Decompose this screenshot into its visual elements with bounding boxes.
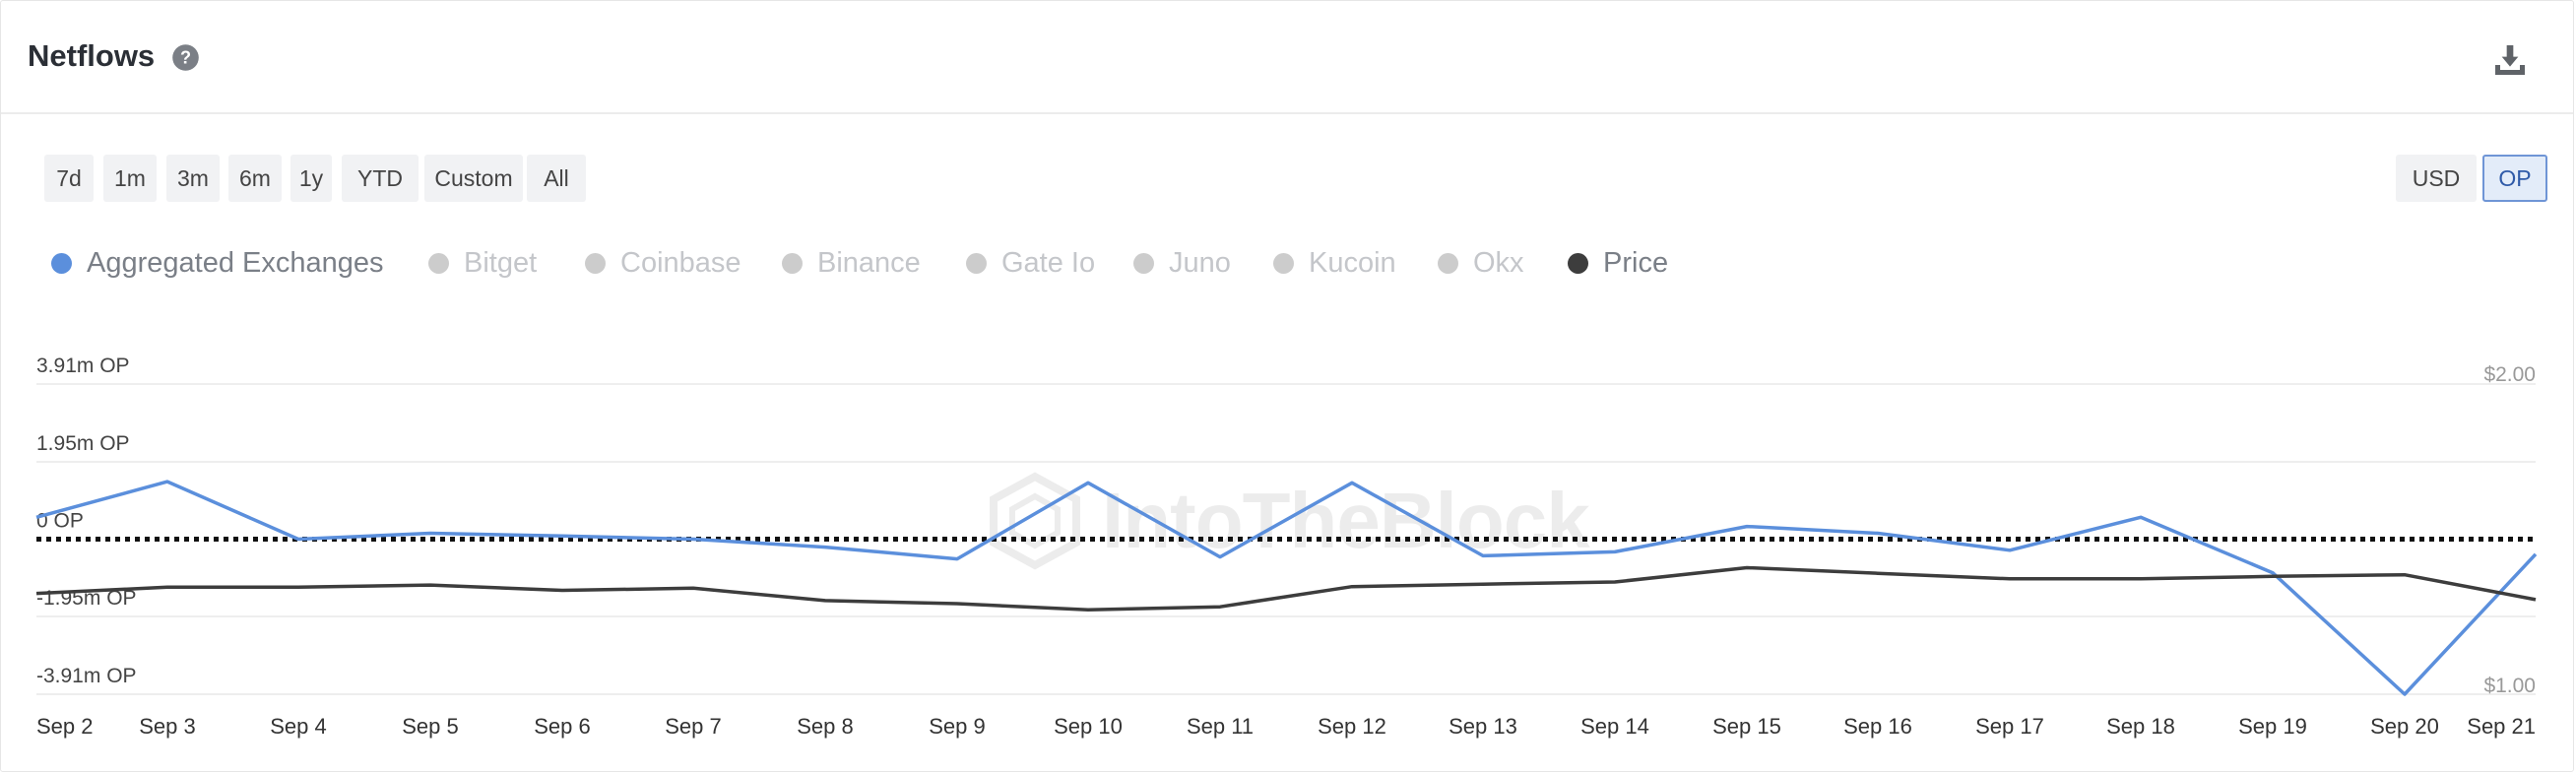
x-tick-label: Sep 5 [402, 714, 459, 739]
x-tick-label: Sep 16 [1843, 714, 1912, 739]
download-icon[interactable] [2490, 40, 2530, 80]
series-line-aggregated-exchanges [35, 480, 2538, 696]
x-tick-label: Sep 10 [1054, 714, 1123, 739]
legend-dot-icon [428, 252, 449, 274]
x-tick-label: Sep 9 [929, 714, 986, 739]
x-tick-label: Sep 8 [797, 714, 854, 739]
legend-label: Bitget [464, 246, 538, 279]
legend-dot-icon [1568, 252, 1588, 274]
legend-item-juno[interactable]: Juno [1133, 245, 1231, 281]
range-button-ytd[interactable]: YTD [342, 155, 419, 202]
svg-text:?: ? [180, 48, 191, 68]
legend-label: Kucoin [1309, 246, 1396, 279]
legend-dot-icon [51, 252, 72, 274]
series-line-price [35, 565, 2537, 613]
watermark-text: IntoTheBlock [1102, 477, 1590, 564]
legend-item-coinbase[interactable]: Coinbase [585, 245, 741, 281]
legend-dot-icon [1438, 252, 1458, 274]
x-tick-label: Sep 11 [1187, 714, 1254, 739]
op-button[interactable]: OP [2482, 155, 2547, 202]
y-tick-label: -3.91m OP [36, 665, 137, 687]
x-tick-label: Sep 19 [2238, 714, 2307, 739]
legend-label: Binance [817, 246, 921, 279]
legend-dot-icon [966, 252, 987, 274]
legend-label: Price [1603, 246, 1669, 279]
legend-item-kucoin[interactable]: Kucoin [1273, 245, 1396, 281]
card-header: Netflows ? [1, 1, 2573, 114]
range-button-1y[interactable]: 1y [290, 155, 332, 202]
x-tick-label: Sep 20 [2370, 714, 2439, 739]
chart-title: Netflows [28, 38, 156, 73]
y-right-tick-label: $2.00 [2483, 363, 2536, 386]
x-tick-label: Sep 4 [270, 714, 327, 739]
legend-dot-icon [782, 252, 803, 274]
legend-item-gate-io[interactable]: Gate Io [966, 245, 1095, 281]
legend-item-okx[interactable]: Okx [1438, 245, 1524, 281]
legend-item-binance[interactable]: Binance [782, 245, 921, 281]
x-tick-label: Sep 21 [2467, 714, 2536, 739]
range-button-7d[interactable]: 7d [44, 155, 94, 202]
x-tick-label: Sep 3 [139, 714, 196, 739]
range-button-6m[interactable]: 6m [228, 155, 282, 202]
x-tick-label: Sep 12 [1318, 714, 1386, 739]
watermark: IntoTheBlock [986, 472, 1590, 570]
legend-label: Coinbase [620, 246, 741, 279]
legend-dot-icon [1273, 252, 1294, 274]
x-tick-label: Sep 2 [36, 714, 94, 739]
legend-item-aggregated-exchanges[interactable]: Aggregated Exchanges [51, 245, 384, 281]
legend-label: Aggregated Exchanges [87, 246, 384, 279]
x-tick-label: Sep 15 [1712, 714, 1781, 739]
question-circle-icon[interactable]: ? [171, 43, 200, 72]
x-tick-label: Sep 6 [534, 714, 591, 739]
range-button-custom[interactable]: Custom [424, 155, 523, 202]
watermark-logo-icon [990, 472, 1080, 570]
x-tick-label: Sep 7 [665, 714, 722, 739]
y-tick-label: 0 OP [36, 510, 84, 533]
legend-dot-icon [585, 252, 606, 274]
legend-item-bitget[interactable]: Bitget [428, 245, 537, 281]
x-tick-label: Sep 18 [2106, 714, 2175, 739]
x-tick-label: Sep 13 [1449, 714, 1517, 739]
legend-label: Okx [1473, 246, 1524, 279]
range-button-all[interactable]: All [527, 155, 586, 202]
usd-button[interactable]: USD [2396, 155, 2477, 202]
y-right-tick-label: $1.00 [2483, 675, 2536, 697]
legend-label: Juno [1169, 246, 1231, 279]
legend-dot-icon [1133, 252, 1154, 274]
range-button-3m[interactable]: 3m [166, 155, 220, 202]
legend-item-price[interactable]: Price [1568, 245, 1668, 281]
y-tick-label: 1.95m OP [36, 432, 130, 455]
range-button-1m[interactable]: 1m [103, 155, 157, 202]
x-tick-label: Sep 17 [1975, 714, 2044, 739]
x-tick-label: Sep 14 [1580, 714, 1649, 739]
legend-label: Gate Io [1001, 246, 1096, 279]
y-tick-label: 3.91m OP [36, 355, 130, 377]
